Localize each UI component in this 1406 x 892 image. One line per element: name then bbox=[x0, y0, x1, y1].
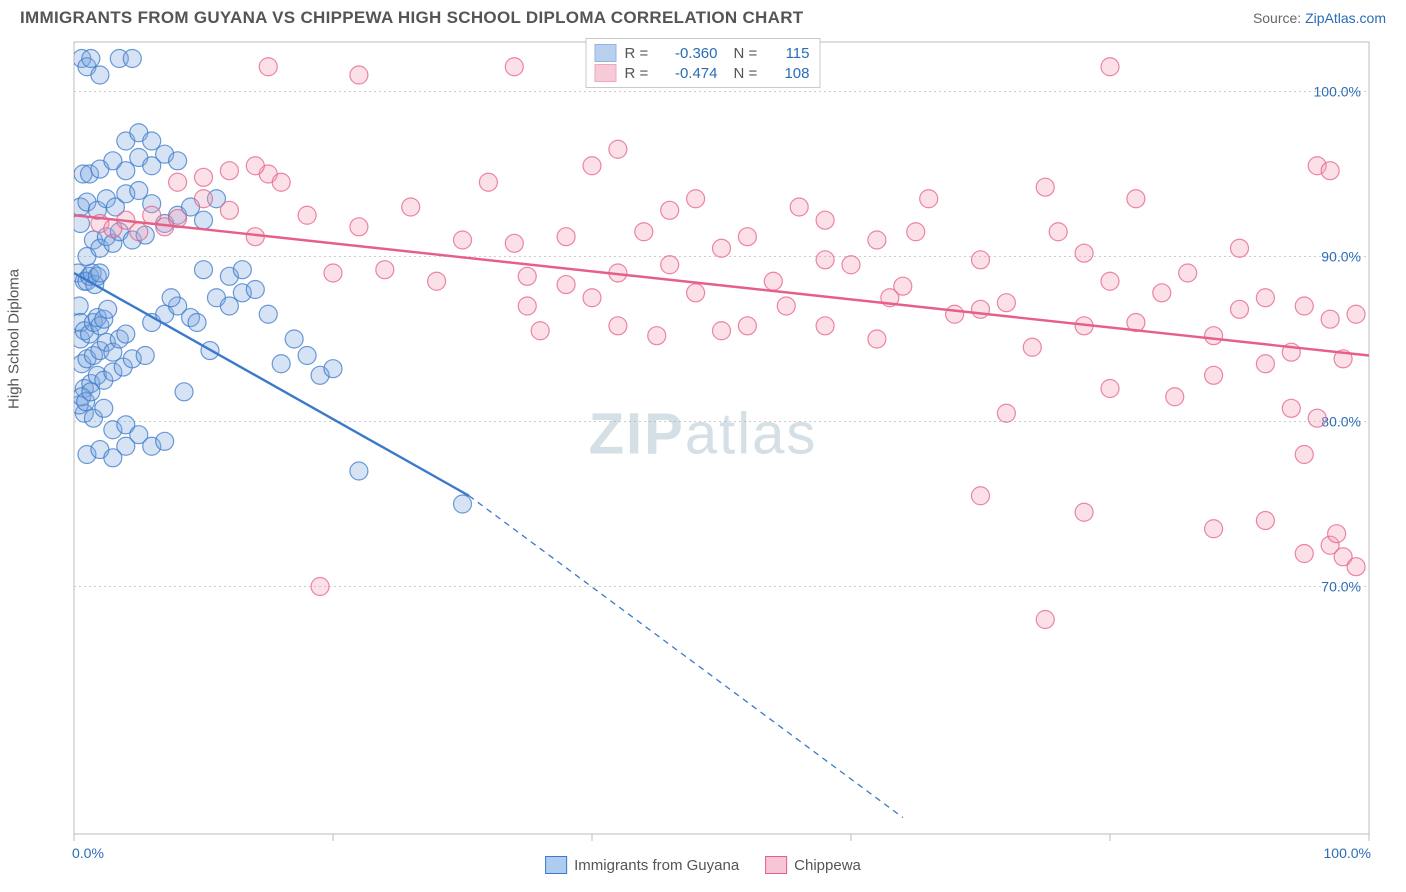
stats-legend-row: R = -0.474 N = 108 bbox=[595, 63, 810, 83]
r-value: -0.474 bbox=[663, 65, 718, 82]
legend-label: Immigrants from Guyana bbox=[574, 857, 739, 874]
n-label: N = bbox=[734, 65, 764, 82]
svg-text:90.0%: 90.0% bbox=[1321, 249, 1361, 265]
r-label: R = bbox=[625, 45, 655, 62]
svg-text:100.0%: 100.0% bbox=[1324, 845, 1371, 861]
chart-title: IMMIGRANTS FROM GUYANA VS CHIPPEWA HIGH … bbox=[20, 8, 803, 28]
n-label: N = bbox=[734, 45, 764, 62]
svg-text:0.0%: 0.0% bbox=[72, 845, 104, 861]
legend-swatch bbox=[595, 44, 617, 62]
n-value: 115 bbox=[772, 45, 810, 62]
legend-swatch bbox=[545, 856, 567, 874]
svg-text:70.0%: 70.0% bbox=[1321, 579, 1361, 595]
r-label: R = bbox=[625, 65, 655, 82]
legend-swatch bbox=[595, 64, 617, 82]
legend-item: Immigrants from Guyana bbox=[545, 856, 739, 874]
legend-item: Chippewa bbox=[765, 856, 861, 874]
y-axis-label: High School Diploma bbox=[6, 269, 23, 409]
source: Source: ZipAtlas.com bbox=[1253, 10, 1386, 26]
source-link[interactable]: ZipAtlas.com bbox=[1305, 10, 1386, 26]
source-label: Source: bbox=[1253, 10, 1301, 26]
stats-legend-row: R = -0.360 N = 115 bbox=[595, 43, 810, 63]
svg-text:100.0%: 100.0% bbox=[1314, 84, 1361, 100]
legend-label: Chippewa bbox=[794, 857, 861, 874]
correlation-scatter-chart: 70.0% 80.0% 90.0% 100.0% 0.0% 100.0% bbox=[20, 32, 1386, 870]
series-legend: Immigrants from Guyana Chippewa bbox=[545, 856, 861, 874]
r-value: -0.360 bbox=[663, 45, 718, 62]
svg-text:80.0%: 80.0% bbox=[1321, 414, 1361, 430]
chart-container: High School Diploma 70.0%80.0%90.0%100.0… bbox=[20, 32, 1386, 870]
legend-swatch bbox=[765, 856, 787, 874]
n-value: 108 bbox=[772, 65, 810, 82]
stats-legend: R = -0.360 N = 115 R = -0.474 N = 108 bbox=[586, 38, 821, 88]
